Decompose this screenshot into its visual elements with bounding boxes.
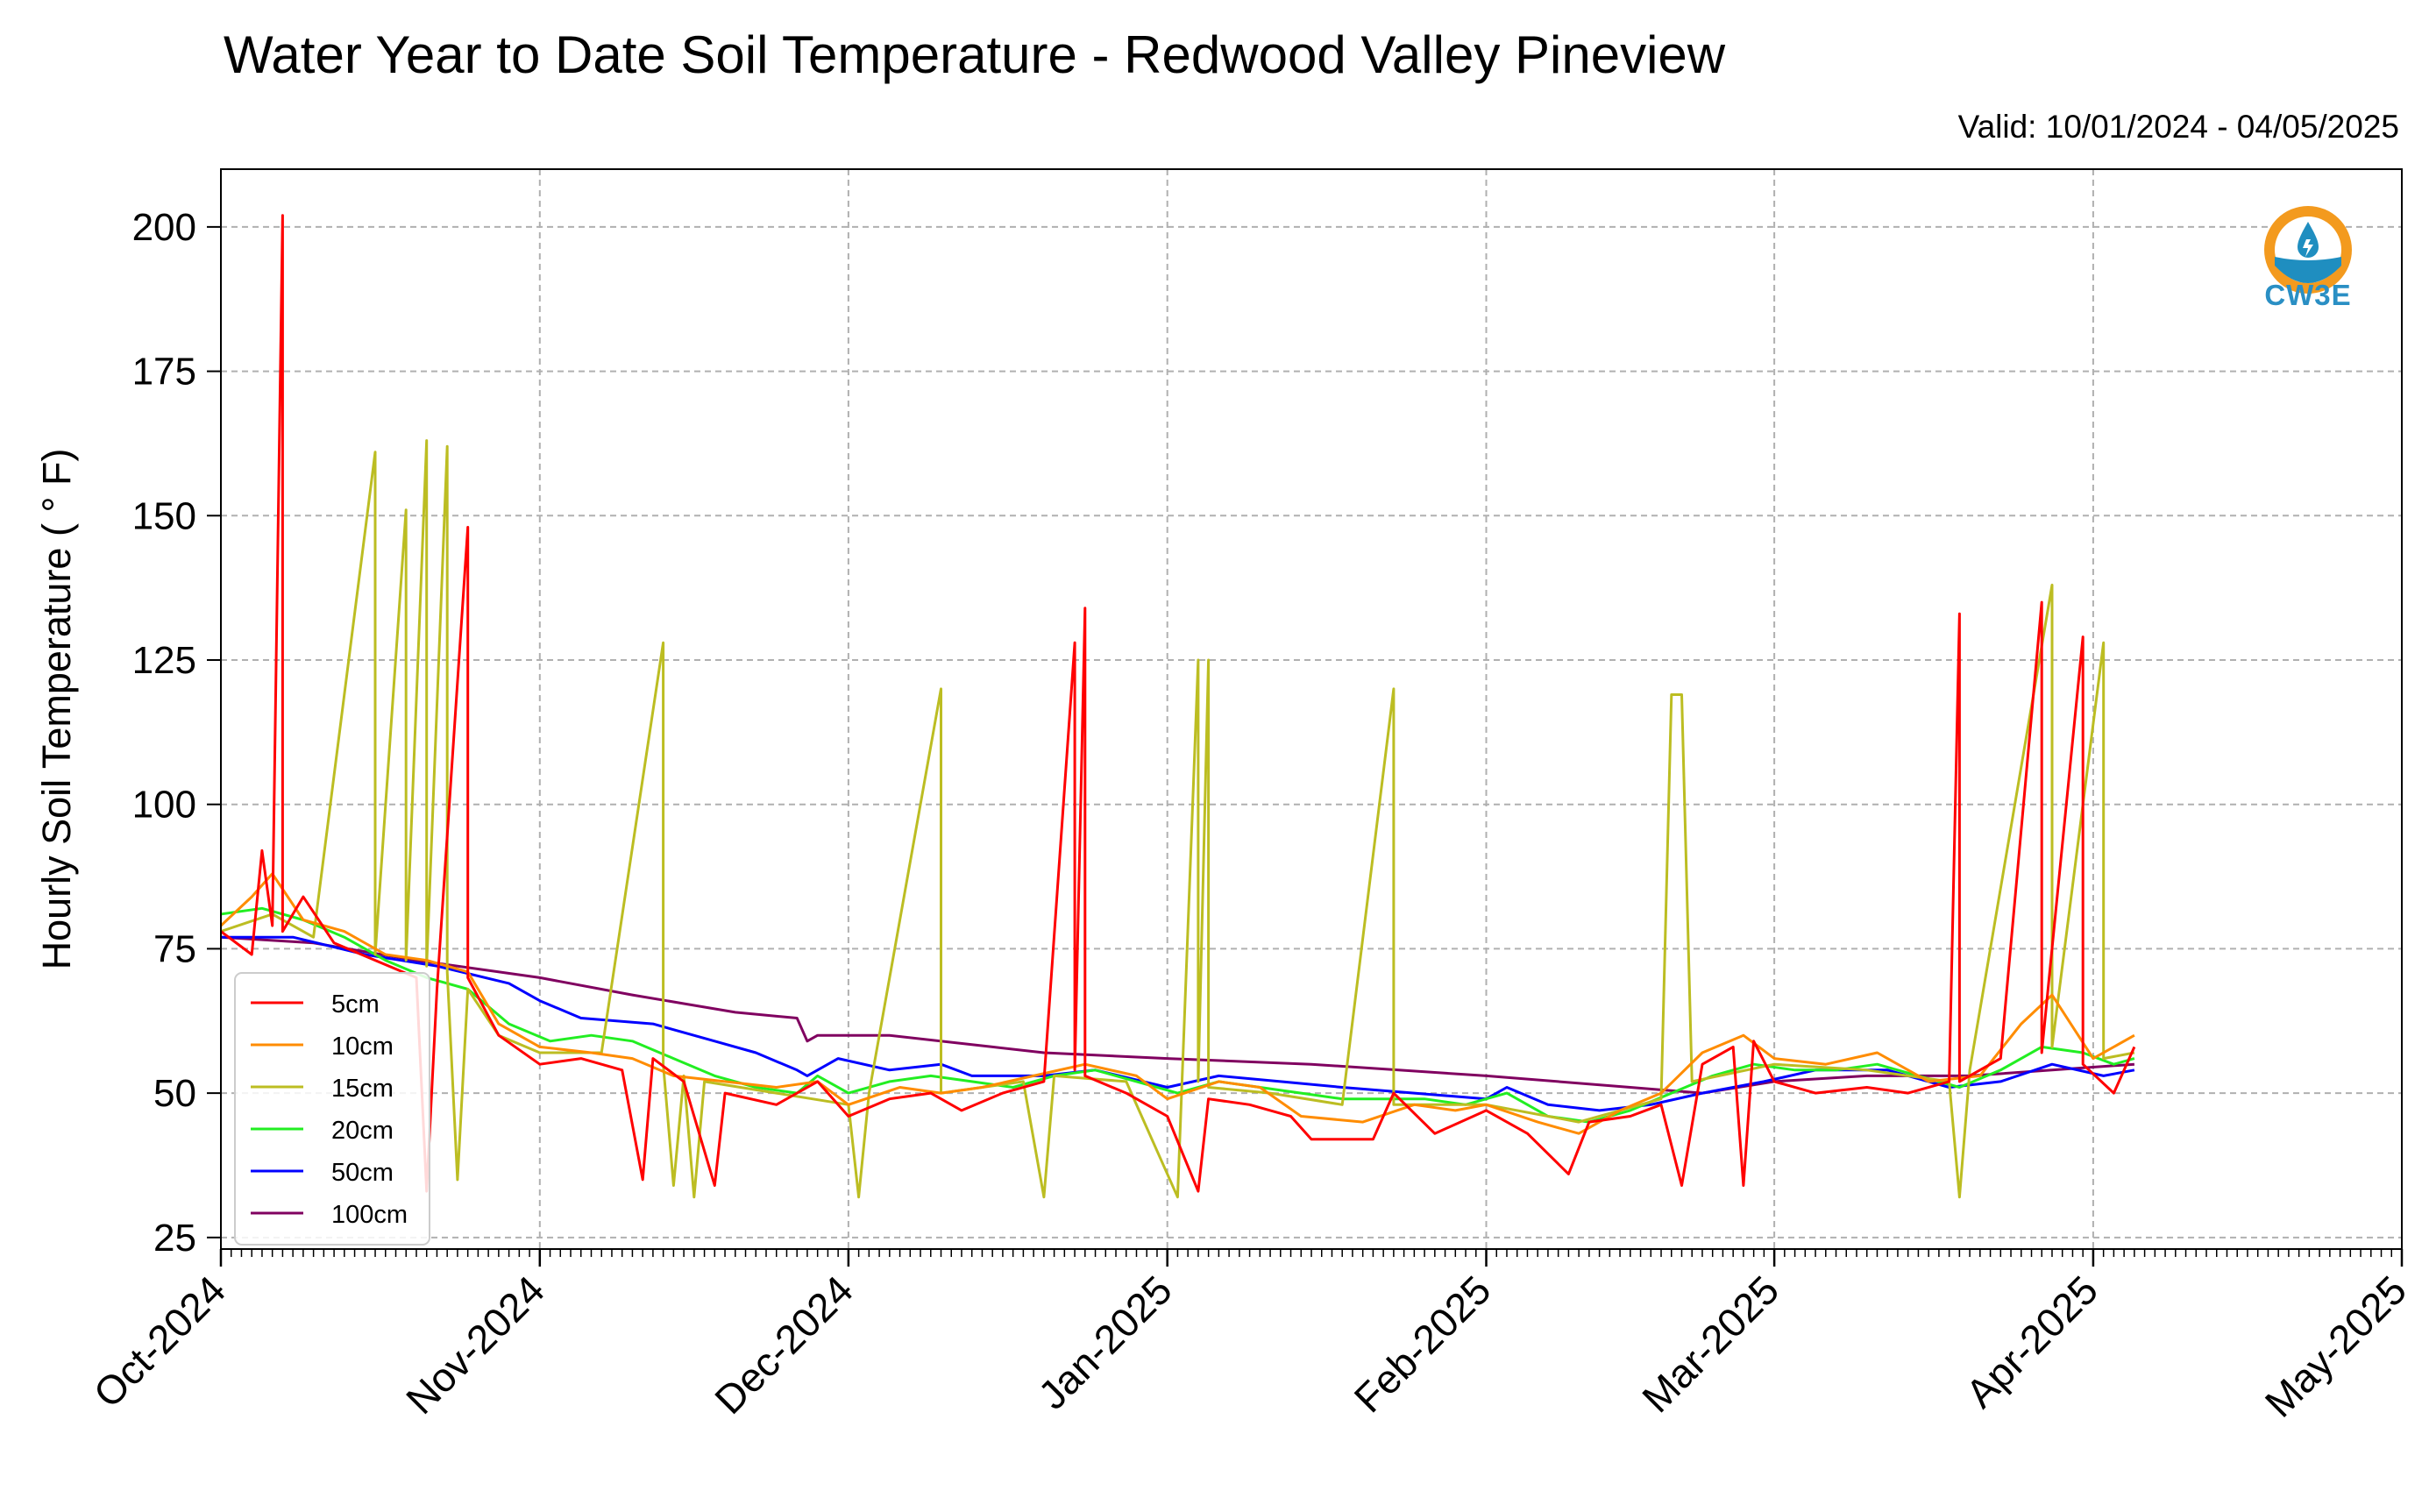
x-tick-label: Dec-2024 <box>706 1267 862 1423</box>
cw3e-logo-icon <box>2264 206 2352 294</box>
y-tick-label: 25 <box>153 1217 196 1260</box>
y-tick-label: 125 <box>132 639 196 682</box>
series-line-100cm <box>220 935 2135 1095</box>
y-tick-label: 175 <box>132 351 196 394</box>
x-tick-label: Nov-2024 <box>397 1267 553 1423</box>
legend-label-5cm: 5cm <box>331 990 380 1019</box>
grid-layer <box>220 169 2403 1249</box>
series-line-20cm <box>220 906 2135 1124</box>
valid-date-range: Valid: 10/01/2024 - 04/05/2025 <box>1957 109 2399 145</box>
x-tick-label: Mar-2025 <box>1633 1267 1787 1421</box>
y-tick-label: 50 <box>153 1072 196 1115</box>
x-tick-label: Apr-2025 <box>1957 1267 2106 1416</box>
y-tick-label: 150 <box>132 494 196 537</box>
y-tick-label: 75 <box>153 927 196 970</box>
y-tick-label: 200 <box>132 206 196 249</box>
series-line-10cm <box>219 872 2135 1135</box>
legend-label-20cm: 20cm <box>331 1117 394 1145</box>
chart-title: Water Year to Date Soil Temperature - Re… <box>224 25 1726 84</box>
x-tick-label: Jan-2025 <box>1029 1267 1180 1417</box>
series-line-15cm <box>220 439 2135 1199</box>
legend-label-50cm: 50cm <box>331 1159 394 1187</box>
series-layer <box>219 214 2136 1199</box>
y-tick-label: 100 <box>132 784 196 827</box>
legend: 5cm 10cm 15cm 20cm 50cm 100cm <box>234 972 430 1246</box>
x-tick-label: Oct-2024 <box>85 1267 235 1416</box>
x-tick-label: Feb-2025 <box>1346 1267 1500 1421</box>
legend-label-10cm: 10cm <box>331 1033 394 1061</box>
cw3e-logo-text: CW3E <box>2264 279 2352 311</box>
series-line-5cm <box>220 214 2136 1193</box>
legend-label-15cm: 15cm <box>331 1075 394 1103</box>
y-axis-label: Hourly Soil Temperature ( ° F) <box>34 449 79 970</box>
legend-label-100cm: 100cm <box>331 1201 408 1229</box>
legend-box <box>234 972 430 1246</box>
x-tick-label: May-2025 <box>2256 1267 2415 1425</box>
